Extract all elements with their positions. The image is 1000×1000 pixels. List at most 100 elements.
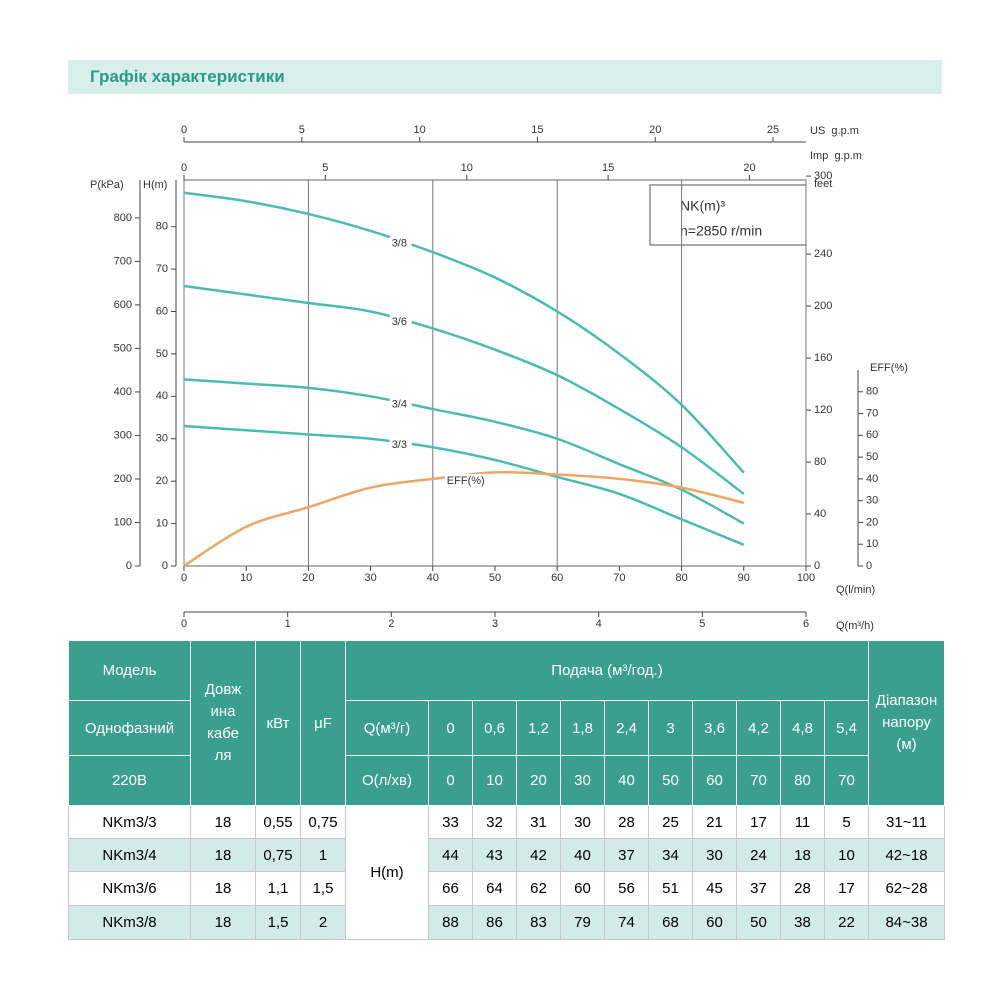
header-cell: 1,2 (516, 700, 561, 756)
axis-title: EFF(%) (870, 362, 908, 374)
tick-label: 50 (489, 572, 501, 584)
axis-title: Q(l/min) (836, 584, 875, 596)
table-cell: 25 (648, 805, 693, 839)
tick-label: 10 (240, 572, 252, 584)
table-cell: NKm3/6 (68, 871, 191, 906)
tick-label: 300 (814, 170, 832, 182)
table-cell: 31~11 (868, 805, 946, 839)
tick-label: 20 (156, 475, 168, 487)
tick-label: 70 (156, 263, 168, 275)
table-cell: 0,75 (300, 805, 346, 839)
header-cell: 3 (648, 700, 693, 756)
table-cell: 44 (428, 838, 473, 872)
table-cell: 84~38 (868, 905, 946, 940)
tick-label: 10 (156, 517, 168, 529)
tick-label: 90 (738, 572, 750, 584)
tick-label: 50 (156, 348, 168, 360)
series-line (183, 284, 745, 495)
series-label: 3/3 (392, 439, 407, 451)
table-cell: 68 (648, 905, 693, 940)
tick-label: 240 (814, 248, 832, 260)
table-cell: 60 (692, 905, 737, 940)
tick-label: 0 (126, 560, 132, 572)
table-cell: 74 (604, 905, 649, 940)
table-cell: 5 (823, 805, 870, 839)
tick-label: 70 (866, 407, 878, 419)
table-cell: 33 (428, 805, 473, 839)
tick-label: 4 (596, 618, 602, 630)
table-cell: 62~28 (868, 871, 946, 906)
header-cell: 220В (68, 755, 191, 806)
table-row: NKm3/8 18 1,5 2 88 86 83 79 74 68 60 50 38 22 84~38 (68, 905, 946, 940)
series-label-bg (389, 397, 412, 411)
table-cell: 24 (736, 838, 781, 872)
tick-label: 1 (285, 618, 291, 630)
table-cell: 18 (780, 838, 825, 872)
tick-label: 80 (814, 456, 826, 468)
table-cell: 2 (300, 905, 346, 940)
table-cell: 11 (780, 805, 825, 839)
tick-label: 600 (114, 299, 132, 311)
annotation: n=2850 r/min (680, 223, 762, 239)
series-label: 3/6 (392, 316, 407, 328)
header-cell: Модель (68, 640, 191, 701)
table-cell: 22 (823, 905, 870, 940)
table-cell: 30 (692, 838, 737, 872)
tick-label: 2 (388, 618, 394, 630)
tick-label: 70 (613, 572, 625, 584)
header-cell: 1,8 (560, 700, 605, 756)
tick-label: 10 (413, 124, 425, 136)
tick-label: 500 (114, 342, 132, 354)
table-cell: 0,75 (255, 838, 301, 872)
series-line (183, 191, 745, 474)
table-cell: 45 (692, 871, 737, 906)
header-cell: 60 (692, 755, 737, 806)
tick-label: 15 (531, 124, 543, 136)
table-cell: 43 (472, 838, 517, 872)
table-row: NKm3/4 18 0,75 1 44 43 42 40 37 34 30 24 18 10 42~18 (68, 838, 946, 872)
tick-label: 50 (866, 451, 878, 463)
header-cell: Довж ина кабе ля (190, 640, 256, 806)
header-band: Графік характеристики (68, 60, 942, 94)
tick-label: 0 (181, 572, 187, 584)
tick-label: 40 (866, 473, 878, 485)
table-cell: 86 (472, 905, 517, 940)
header-cell: 2,4 (604, 700, 649, 756)
header-cell: 4,8 (780, 700, 825, 756)
table-cell: 30 (560, 805, 605, 839)
header-cell: 5,4 (823, 700, 870, 756)
table-cell: 18 (190, 805, 256, 839)
table-cell: 66 (428, 871, 473, 906)
table-cell: 38 (780, 905, 825, 940)
cell-line: (м) (896, 736, 917, 753)
tick-label: 10 (866, 538, 878, 550)
table-cell: 1,5 (255, 905, 301, 940)
table-cell: 18 (190, 871, 256, 906)
cell-line: напору (882, 714, 931, 731)
table-cell: 17 (736, 805, 781, 839)
cell-line: Довж (204, 681, 242, 698)
table-cell: NKm3/3 (68, 805, 191, 839)
header-cell: Подача (м³/год.) (344, 640, 870, 701)
table-row: Модель Довж ина кабе ля кВт μF Подача (м³/год.)… (68, 640, 946, 806)
table-cell: H(m) (345, 805, 429, 940)
table-cell: 64 (472, 871, 517, 906)
header-cell: 10 (472, 755, 517, 806)
tick-label: 5 (299, 124, 305, 136)
axis-title: feet (814, 178, 832, 190)
header-cell: 70 (736, 755, 781, 806)
tick-label: 20 (866, 516, 878, 528)
chart: NK(m)³ n=2850 r/min P(kPa) H(m) feet EFF… (90, 124, 908, 632)
tick-label: 700 (114, 255, 132, 267)
table-cell: 83 (516, 905, 561, 940)
spec-table: Модель Довж ина кабе ля кВт μF Подача (м³/год.)… (68, 640, 946, 940)
series-label: EFF(%) (447, 475, 485, 487)
table-cell: 60 (560, 871, 605, 906)
series-label-bg (389, 437, 412, 451)
table-cell: 40 (560, 838, 605, 872)
table-cell: 1 (300, 838, 346, 872)
tick-label: 80 (675, 572, 687, 584)
tick-label: 20 (302, 572, 314, 584)
axis-title: P(kPa) (90, 179, 124, 191)
